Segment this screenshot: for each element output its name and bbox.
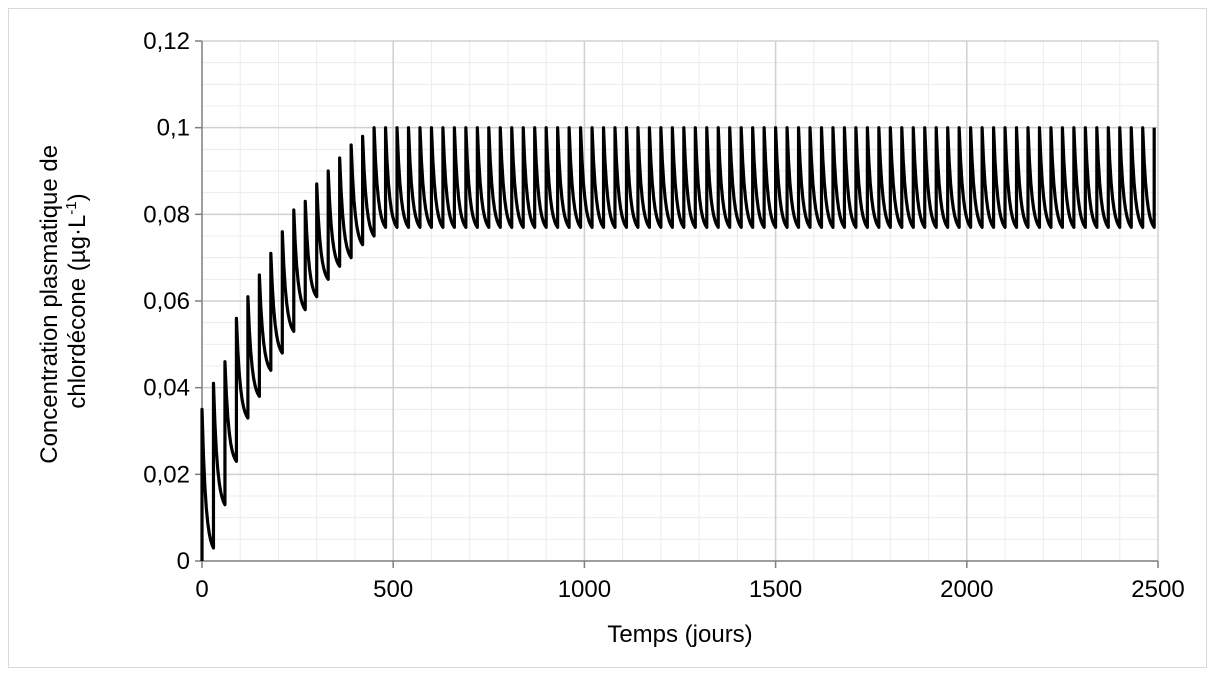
y-axis-title: Concentration plasmatique de chlordécone… [36,138,91,464]
series-line-0 [200,126,1156,561]
y-tick-label: 0,02 [143,461,190,488]
y-tick-label: 0,04 [143,375,190,402]
tick-labels: 0 0,02 0,04 0,06 0,08 0,1 0,12 0 500 1000 1500 2000… [143,28,1184,603]
x-tick-label: 2000 [940,576,993,603]
series-group [200,126,1156,561]
x-axis-title: Temps (jours) [607,621,752,648]
x-tick-label: 2500 [1131,576,1184,603]
y-tick-label: 0,1 [157,115,190,142]
y-tick-label: 0 [177,548,190,575]
x-tick-label: 1500 [749,576,802,603]
x-tick-label: 1000 [558,576,611,603]
svg-text:Concentration plasmatique de: Concentration plasmatique de chlordécone… [36,138,91,464]
y-axis-title-line1: Concentration plasmatique de [36,145,63,464]
chart-area: 0 0,02 0,04 0,06 0,08 0,1 0,12 0 500 1000 1500 2000… [8,8,1207,668]
y-axis-title-line2: chlordécone (µg·L [64,215,91,409]
y-tick-label: 0,12 [143,28,190,55]
y-axis-title-superscript: -1 [63,201,80,214]
axes [195,40,1159,568]
x-tick-label: 500 [373,576,413,603]
y-tick-label: 0,06 [143,288,190,315]
chart-svg: 0 0,02 0,04 0,06 0,08 0,1 0,12 0 500 1000 1500 2000… [36,28,1185,648]
y-axis-title-suffix: ) [64,193,91,201]
major-gridlines [202,40,1159,561]
x-tick-label: 0 [195,576,208,603]
y-tick-label: 0,08 [143,201,190,228]
